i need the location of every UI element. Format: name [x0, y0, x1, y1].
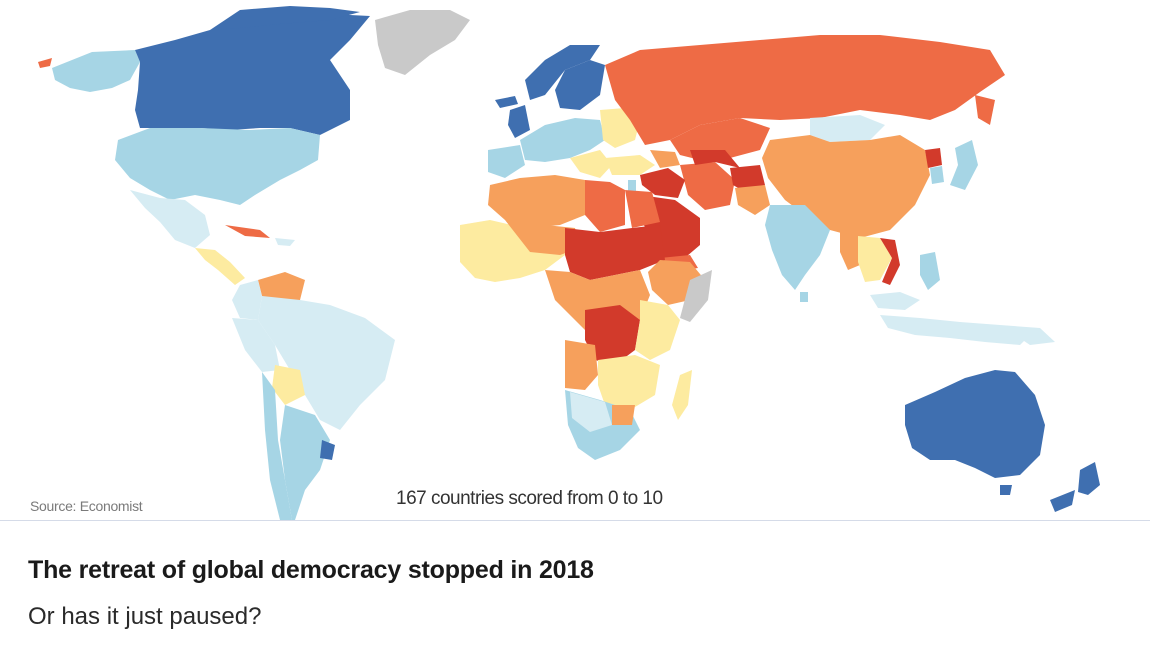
region-malaysia: [870, 292, 920, 310]
region-india: [765, 205, 830, 290]
region-bolivia: [272, 365, 305, 405]
article-dek[interactable]: Or has it just paused?: [28, 603, 262, 630]
region-zambia-moz: [598, 355, 660, 410]
region-pakistan: [735, 185, 770, 215]
region-alaska: [52, 50, 140, 92]
region-egypt: [625, 190, 660, 228]
region-north-korea: [925, 148, 942, 168]
region-chad-sudan: [565, 225, 665, 280]
region-new-zealand-south: [1050, 490, 1075, 512]
region-turkmenistan: [690, 150, 740, 168]
region-libya: [585, 180, 625, 232]
region-morocco-algeria: [488, 175, 585, 228]
region-turkey: [605, 155, 655, 175]
region-kazakhstan: [670, 118, 770, 160]
region-sweden-finland: [555, 60, 605, 110]
region-venezuela: [258, 272, 305, 305]
region-tasmania: [1000, 485, 1012, 495]
region-uruguay: [320, 440, 335, 460]
region-angola: [565, 340, 598, 390]
card-divider: [0, 520, 1150, 521]
region-drc: [585, 305, 640, 365]
region-russia: [605, 35, 1005, 145]
region-peru: [232, 318, 280, 372]
region-new-zealand: [1078, 462, 1100, 495]
region-madagascar: [672, 370, 692, 420]
region-indonesia: [880, 315, 1030, 345]
region-mongolia: [810, 115, 885, 142]
map-scale-note: 167 countries scored from 0 to 10: [396, 488, 663, 509]
region-central-america: [195, 248, 245, 285]
region-afghanistan: [730, 165, 765, 192]
region-canada-islands: [210, 6, 360, 30]
world-map-svg: [38, 6, 1100, 520]
region-western-europe: [520, 118, 605, 162]
region-thailand-laos: [858, 236, 892, 282]
region-iceland: [495, 96, 518, 108]
region-east-africa: [635, 300, 680, 360]
region-uk: [508, 105, 530, 138]
region-caribbean: [275, 238, 295, 246]
region-aleutian: [38, 58, 52, 68]
region-chile: [262, 372, 292, 520]
region-somalia: [680, 270, 712, 322]
region-myanmar: [840, 232, 860, 270]
region-mali-niger: [505, 220, 580, 255]
region-israel: [628, 180, 636, 192]
region-balkans: [570, 150, 612, 178]
democracy-world-map: Source: Economist 167 countries scored f…: [30, 6, 1100, 520]
region-south-korea: [930, 166, 944, 184]
region-argentina: [280, 405, 330, 520]
region-mexico: [130, 190, 210, 248]
region-iberia: [488, 145, 525, 178]
region-philippines: [920, 252, 940, 290]
region-sri-lanka: [800, 292, 808, 302]
region-zimbabwe: [612, 405, 635, 425]
region-cuba: [225, 225, 270, 238]
region-syria-iraq: [640, 168, 685, 198]
article-headline[interactable]: The retreat of global democracy stopped …: [28, 556, 594, 584]
region-vietnam: [880, 238, 900, 285]
region-caucasus: [650, 150, 680, 168]
map-source-label: Source: Economist: [30, 498, 143, 514]
region-norway: [525, 45, 600, 100]
region-greenland: [375, 10, 470, 75]
region-australia: [905, 370, 1045, 478]
region-iran: [680, 162, 735, 210]
region-japan: [950, 140, 978, 190]
region-usa: [115, 128, 320, 205]
region-kamchatka: [975, 95, 995, 125]
region-papua: [1000, 325, 1055, 345]
region-colombia: [232, 280, 262, 320]
region-brazil: [258, 296, 395, 430]
region-namibia-botswana: [570, 392, 612, 432]
region-canada: [135, 14, 370, 135]
